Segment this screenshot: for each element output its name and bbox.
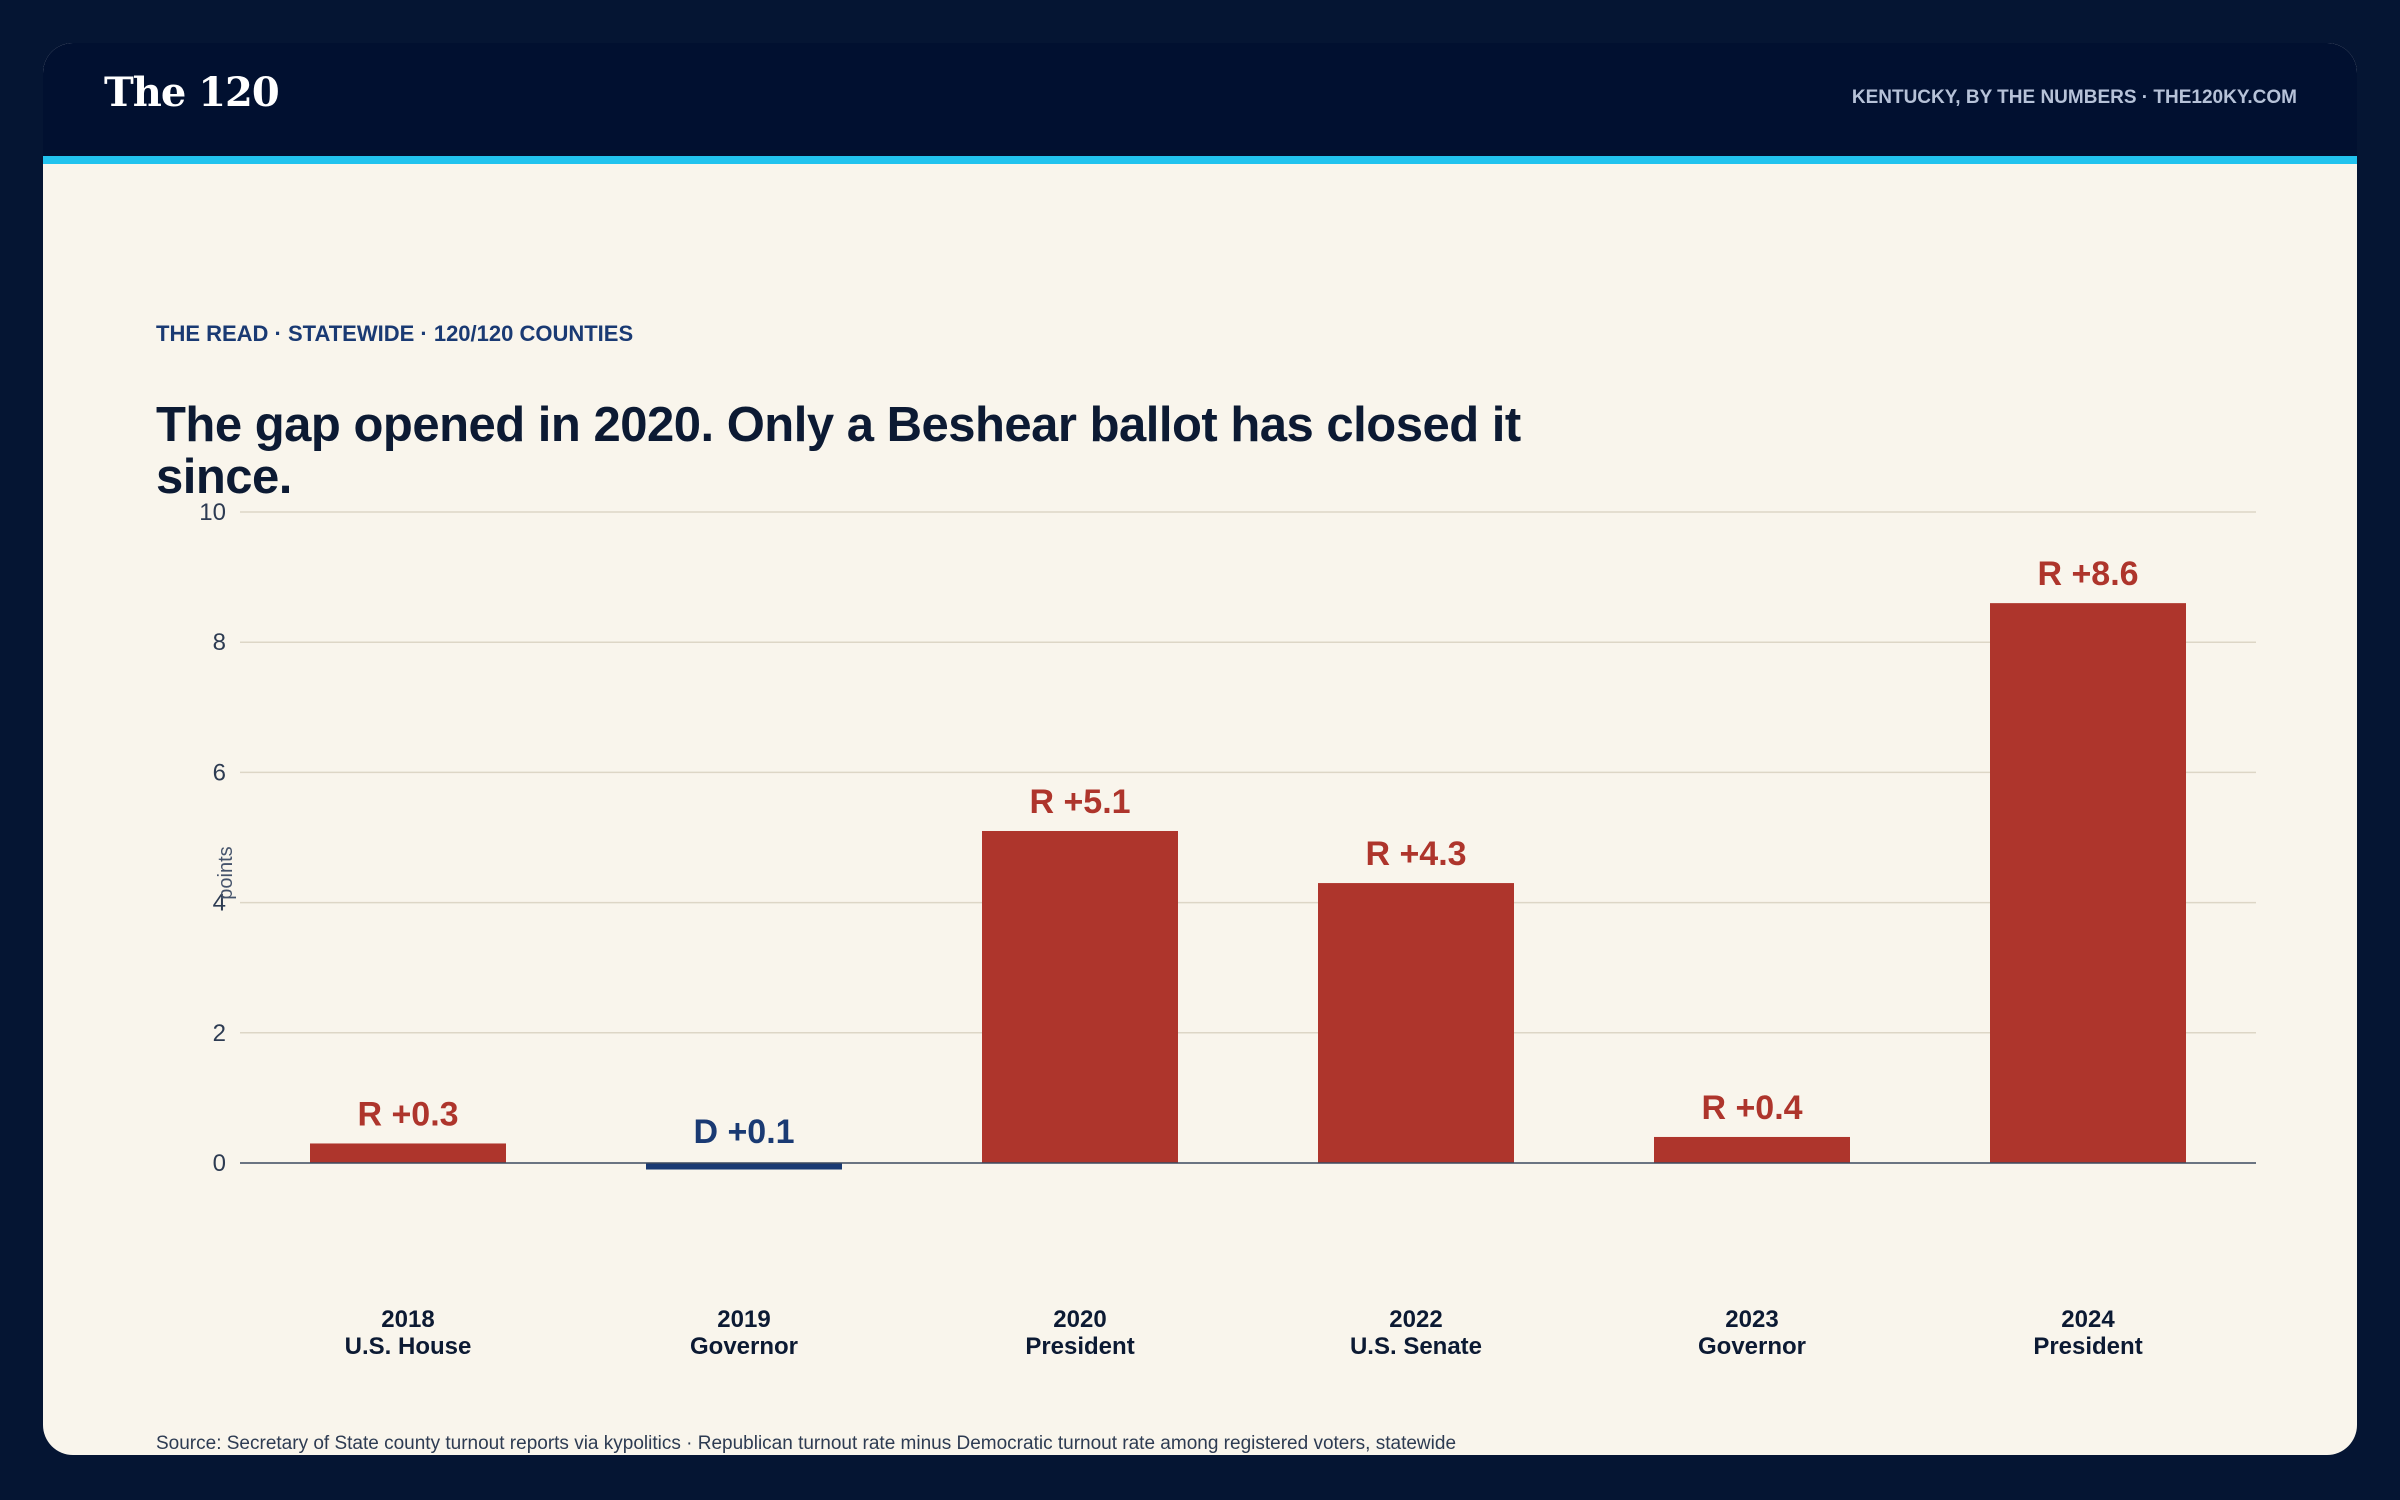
bar <box>1318 883 1514 1163</box>
data-label: R +5.1 <box>1029 783 1130 821</box>
site-header: The 120 KENTUCKY, BY THE NUMBERS · THE12… <box>43 43 2357 164</box>
bar <box>646 1163 842 1170</box>
source-note: Source: Secretary of State county turnou… <box>156 1433 1457 1454</box>
x-tick-office: Governor <box>690 1333 798 1360</box>
x-tick-office: President <box>1025 1333 1134 1360</box>
x-tick-office: President <box>2033 1333 2142 1360</box>
bar <box>1654 1136 1850 1163</box>
y-axis-label: points <box>215 846 237 899</box>
y-tick-label: 0 <box>213 1150 226 1177</box>
data-label: R +4.3 <box>1365 835 1466 873</box>
x-tick-year: 2019 <box>717 1306 770 1333</box>
chart-card: The 120 KENTUCKY, BY THE NUMBERS · THE12… <box>43 43 2357 1455</box>
x-tick-office: U.S. Senate <box>1350 1333 1482 1360</box>
x-tick-year: 2023 <box>1725 1306 1778 1333</box>
data-label: R +8.6 <box>2037 555 2138 593</box>
x-tick-year: 2020 <box>1053 1306 1106 1333</box>
data-label: R +0.4 <box>1701 1089 1802 1127</box>
headline: The gap opened in 2020. Only a Beshear b… <box>156 398 1521 504</box>
x-tick-year: 2024 <box>2061 1306 2115 1333</box>
site-logo[interactable]: The 120 <box>104 69 280 116</box>
bar <box>982 830 1178 1163</box>
y-tick-label: 2 <box>213 1020 226 1047</box>
y-tick-label: 10 <box>199 499 226 526</box>
site-tagline: KENTUCKY, BY THE NUMBERS · THE120KY.COM <box>1851 87 2297 108</box>
data-label: D +0.1 <box>693 1113 794 1151</box>
kicker: THE READ · STATEWIDE · 120/120 COUNTIES <box>156 321 634 346</box>
x-tick-year: 2022 <box>1389 1306 1442 1333</box>
x-tick-year: 2018 <box>381 1306 434 1333</box>
bar <box>310 1143 506 1163</box>
x-tick-office: U.S. House <box>345 1333 472 1360</box>
data-label: R +0.3 <box>357 1095 458 1133</box>
y-tick-label: 4 <box>213 890 226 917</box>
bar <box>1990 603 2186 1163</box>
x-tick-office: Governor <box>1698 1333 1806 1360</box>
y-tick-label: 8 <box>213 629 226 656</box>
y-tick-label: 6 <box>213 759 226 786</box>
